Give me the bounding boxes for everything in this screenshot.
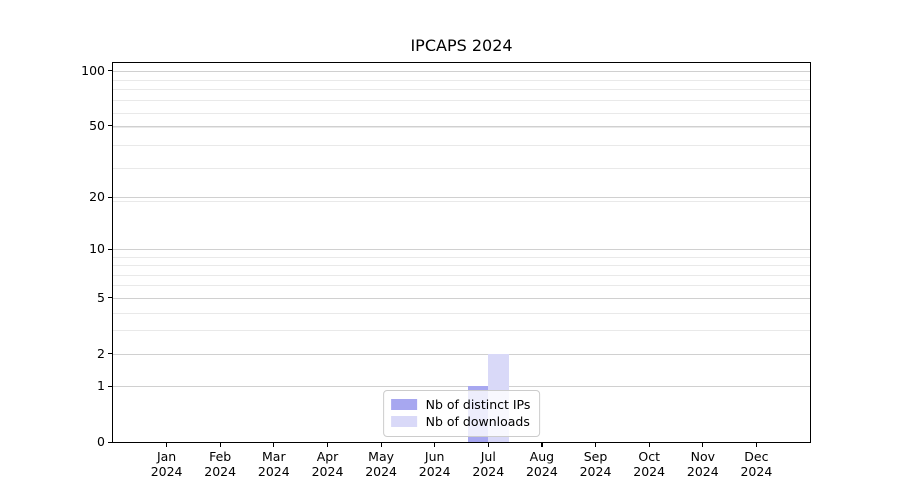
x-tick-label: Jun 2024 [405,449,465,479]
y-tick-mark [108,70,112,72]
x-tick-label: Mar 2024 [244,449,304,479]
legend-item-label: Nb of distinct IPs [425,397,531,412]
y-tick-label: 20 [89,189,105,204]
legend-item: Nb of downloads [390,413,531,430]
x-tick-label: Feb 2024 [190,449,250,479]
x-tick-year: 2024 [204,464,237,479]
x-tick-mark [273,443,275,447]
x-tick-month: Sep [583,449,608,464]
legend-swatch [390,399,417,410]
x-tick-year: 2024 [579,464,612,479]
y-gridline-minor [113,127,810,129]
y-gridline-minor [113,79,810,81]
x-tick-label: Jul 2024 [458,449,518,479]
y-gridline-major [113,125,810,127]
x-tick-mark [702,443,704,447]
x-tick-month: Mar [262,449,286,464]
x-tick-mark [380,443,382,447]
x-tick-month: Aug [529,449,555,464]
x-tick-year: 2024 [311,464,344,479]
legend-item-label: Nb of downloads [425,414,530,429]
y-tick-mark [108,248,112,250]
y-gridline-major [113,70,810,72]
x-tick-mark [541,443,543,447]
x-tick-mark [595,443,597,447]
y-gridline-minor [113,312,810,314]
x-tick-label: Sep 2024 [566,449,626,479]
x-tick-mark [648,443,650,447]
x-tick-year: 2024 [418,464,451,479]
x-tick-label: May 2024 [351,449,411,479]
y-tick-mark [108,385,112,387]
y-tick-mark [108,441,112,443]
legend: Nb of distinct IPs Nb of downloads [382,390,541,437]
y-gridline-major [113,297,810,299]
x-tick-mark [219,443,221,447]
x-tick-year: 2024 [472,464,505,479]
x-tick-mark [166,443,168,447]
x-tick-year: 2024 [633,464,666,479]
x-tick-month: Jun [424,449,445,464]
y-gridline-minor [113,200,810,202]
y-gridline-major [113,353,810,355]
y-gridline-minor [113,274,810,276]
x-tick-mark [487,443,489,447]
x-tick-label: Nov 2024 [673,449,733,479]
y-gridline-minor [113,100,810,102]
x-tick-month: Feb [209,449,232,464]
y-tick-label: 5 [97,289,105,305]
x-tick-month: Dec [744,449,769,464]
x-tick-month: Jul [480,449,496,464]
y-gridline-minor [113,265,810,267]
x-tick-year: 2024 [740,464,773,479]
x-tick-label: Jan 2024 [137,449,197,479]
y-gridline-minor [113,168,810,170]
y-gridline-minor [113,330,810,332]
x-tick-label: Aug 2024 [512,449,572,479]
x-tick-year: 2024 [257,464,290,479]
y-gridline-minor [113,145,810,147]
y-tick-mark [108,196,112,198]
y-gridline-minor [113,112,810,114]
y-gridline-major [113,386,810,388]
y-gridline-major [113,197,810,198]
x-tick-year: 2024 [365,464,397,479]
y-tick-label: 10 [89,241,105,256]
y-gridline-minor [113,285,810,287]
x-tick-mark [327,443,329,447]
y-tick-label: 1 [97,378,105,394]
y-tick-mark [108,297,112,299]
x-tick-month: May [368,449,395,464]
legend-swatch [390,416,417,427]
x-tick-label: Oct 2024 [619,449,679,479]
x-tick-mark [434,443,436,447]
chart-title: IPCAPS 2024 [410,36,513,55]
y-tick-mark [108,125,112,127]
x-tick-month: Nov [690,449,715,464]
x-tick-month: Oct [638,449,660,464]
y-gridline-minor [113,256,810,258]
y-tick-label: 2 [97,345,105,361]
y-tick-mark [108,353,112,355]
y-tick-label: 100 [81,62,105,78]
y-tick-label: 0 [97,434,105,449]
x-tick-month: Jan [156,449,177,464]
legend-item: Nb of distinct IPs [390,396,531,413]
y-tick-label: 50 [89,117,105,133]
x-tick-mark [755,443,758,447]
x-tick-year: 2024 [525,464,558,479]
x-tick-month: Apr [316,449,339,464]
x-tick-label: Apr 2024 [298,449,358,479]
x-tick-year: 2024 [150,464,183,479]
plot-area: Nb of distinct IPs Nb of downloads 0 1 2 5 10… [81,62,811,479]
x-tick-label: Dec 2024 [726,449,786,479]
x-tick-year: 2024 [686,464,719,479]
y-gridline-major [113,249,810,250]
y-gridline-minor [113,89,810,91]
